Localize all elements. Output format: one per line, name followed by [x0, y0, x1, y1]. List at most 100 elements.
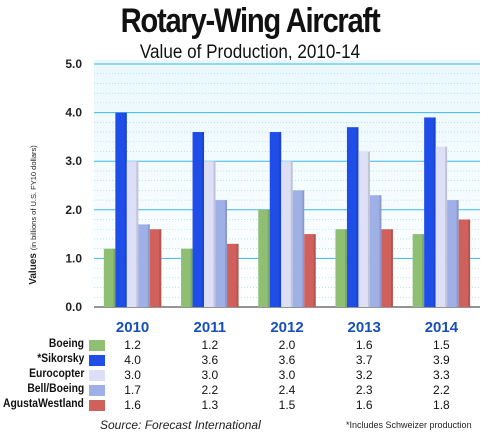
x-tick-label: 2013 — [348, 319, 381, 336]
bar-shade — [379, 195, 382, 307]
table-row: AgustaWestland 1.6 1.3 1.5 1.6 1.8 — [0, 398, 500, 413]
y-axis-label-main: Values — [28, 253, 39, 285]
table-row: Eurocopter 3.0 3.0 3.0 3.2 3.3 — [0, 368, 500, 383]
bar-shade — [147, 224, 150, 307]
table-value: 1.5 — [278, 398, 296, 412]
series-name: Boeing — [48, 338, 84, 350]
bar — [335, 229, 347, 307]
table-value: 2.4 — [278, 383, 296, 397]
table-value: 2.3 — [355, 383, 373, 397]
bar — [346, 127, 359, 308]
bar-shade — [313, 234, 316, 307]
table-value: 1.8 — [433, 398, 450, 412]
bar-shade — [159, 229, 162, 307]
table-value: 3.3 — [433, 368, 450, 382]
bar-shade — [290, 161, 293, 307]
bar — [281, 161, 293, 307]
bar-shade — [279, 132, 282, 307]
bar — [215, 200, 228, 307]
table-value: 1.6 — [355, 338, 373, 352]
bar-shade — [202, 132, 205, 307]
y-axis-ticks: 0.0 1.0 2.0 3.0 4.0 5.0 — [65, 57, 82, 314]
bar — [447, 200, 459, 307]
bar-shade — [445, 146, 448, 307]
legend-swatch — [89, 385, 105, 396]
table-value: 3.0 — [124, 368, 141, 382]
bar — [412, 234, 425, 307]
bar-chart: 0.01.02.03.04.05.0 2010 2011 2012 2013 2014 … — [28, 57, 480, 336]
bar — [204, 161, 216, 307]
bar — [369, 195, 382, 307]
table-value: 3.7 — [355, 353, 373, 367]
x-tick-label: 2010 — [116, 319, 149, 336]
bar-shade — [225, 200, 228, 307]
bar-shade — [190, 248, 193, 307]
table-value: 4.0 — [124, 353, 141, 367]
bar-shade — [456, 200, 459, 307]
table-value: 1.6 — [124, 398, 141, 412]
bar — [103, 248, 116, 307]
table-value: 1.5 — [433, 338, 450, 352]
bar — [138, 224, 150, 307]
source-note: Source: Forecast International — [100, 418, 261, 432]
chart-title: Rotary-Wing Aircraft — [120, 2, 381, 40]
table-row: *Sikorsky 4.0 3.6 3.6 3.7 3.9 — [0, 353, 500, 368]
y-tick-label: 0.0 — [65, 300, 82, 314]
bar-shade — [267, 209, 270, 307]
bar-shade — [356, 127, 359, 308]
bar-shade — [213, 161, 216, 307]
legend-swatch — [89, 355, 105, 366]
table-value: 3.0 — [201, 368, 219, 382]
table-value: 3.6 — [201, 353, 219, 367]
bar — [258, 209, 270, 307]
footnote: *Includes Schweizer production — [346, 420, 472, 430]
x-tick-label: 2012 — [270, 319, 303, 336]
bar — [269, 132, 282, 307]
y-tick-label: 5.0 — [65, 57, 82, 71]
bar — [458, 219, 471, 307]
bar-shade — [468, 219, 471, 307]
y-axis-label-units: (in billions of U.S. FY10 dollars) — [29, 145, 38, 251]
bar — [149, 229, 162, 307]
bar — [358, 151, 370, 307]
x-tick-label: 2011 — [194, 319, 227, 336]
y-tick-label: 4.0 — [65, 106, 82, 120]
x-tick-label: 2014 — [425, 319, 459, 336]
table-value: 3.0 — [278, 368, 296, 382]
table-value: 1.7 — [124, 383, 141, 397]
bar-shade — [390, 229, 393, 307]
x-axis-labels: 2010 2011 2012 2013 2014 — [116, 319, 459, 336]
table-value: 3.9 — [433, 353, 450, 367]
series-name: *Sikorsky — [36, 353, 84, 365]
bar — [435, 146, 448, 307]
bar-shade — [236, 243, 239, 307]
bar-shade — [344, 229, 347, 307]
table-value: 1.2 — [124, 338, 141, 352]
table-value: 1.3 — [201, 398, 219, 412]
bar — [304, 234, 316, 307]
table-value: 1.2 — [201, 338, 219, 352]
bar — [181, 248, 193, 307]
bar — [424, 117, 436, 308]
y-tick-label: 2.0 — [65, 203, 82, 217]
bar — [192, 132, 205, 307]
table-row: Boeing 1.2 1.2 2.0 1.6 1.5 — [0, 338, 500, 353]
y-tick-label: 3.0 — [65, 154, 82, 168]
table-value: 3.6 — [278, 353, 296, 367]
table-value: 1.6 — [355, 398, 373, 412]
chart-subtitle: Value of Production, 2010-14 — [139, 42, 361, 63]
table-value: 2.2 — [433, 383, 450, 397]
bar-shade — [433, 117, 436, 308]
bar — [227, 243, 239, 307]
table-value: 2.2 — [201, 383, 219, 397]
table-row: Bell/Boeing 1.7 2.2 2.4 2.3 2.2 — [0, 383, 500, 398]
legend-swatch — [89, 340, 105, 351]
bar-shade — [422, 234, 425, 307]
table-value: 3.2 — [355, 368, 373, 382]
bar — [115, 112, 127, 307]
legend-swatch — [89, 400, 105, 411]
legend-swatch — [89, 370, 105, 381]
table-value: 2.0 — [278, 338, 296, 352]
series-name: Bell/Boeing — [27, 383, 84, 395]
bar — [381, 229, 393, 307]
